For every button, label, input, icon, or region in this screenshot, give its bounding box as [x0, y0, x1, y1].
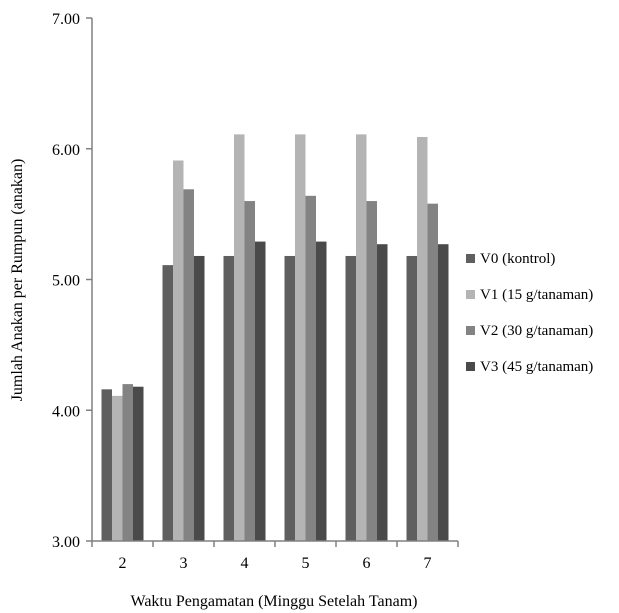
- bar: [244, 201, 255, 542]
- bar: [194, 255, 205, 541]
- bar: [101, 389, 112, 541]
- bar: [366, 201, 377, 542]
- bar: [112, 395, 123, 541]
- bar: [284, 255, 295, 541]
- x-tick-label: 7: [424, 555, 432, 572]
- bar: [223, 255, 234, 541]
- legend-label: V1 (15 g/tanaman): [480, 287, 593, 303]
- y-axis-title: Jumlah Anakan per Rumpun (anakan): [9, 159, 26, 402]
- bar: [356, 134, 367, 541]
- y-tick-label: 5.00: [52, 273, 80, 290]
- bar: [438, 244, 449, 541]
- bar: [133, 386, 144, 541]
- bar: [377, 244, 388, 541]
- bar: [122, 384, 133, 541]
- x-tick-label: 4: [241, 555, 249, 572]
- y-tick-label: 7.00: [52, 11, 80, 28]
- legend-swatch: [466, 362, 475, 371]
- bar: [162, 265, 173, 541]
- legend: V0 (kontrol) V1 (15 g/tanaman) V2 (30 g/ta…: [466, 251, 593, 375]
- bar: [316, 241, 327, 541]
- bars-group: [101, 134, 449, 542]
- y-tick-label: 4.00: [52, 403, 80, 420]
- x-tick-label: 5: [302, 555, 310, 572]
- x-tick-label: 2: [119, 555, 127, 572]
- bar: [183, 189, 194, 541]
- bar: [417, 136, 428, 542]
- x-tick-label: 6: [363, 555, 371, 572]
- axes-group: [91, 18, 458, 542]
- x-tick-label: 3: [180, 555, 188, 572]
- bar: [173, 160, 184, 541]
- bar: [305, 195, 316, 541]
- bar: [427, 203, 438, 542]
- legend-swatch: [466, 254, 475, 263]
- bar: [406, 255, 417, 541]
- x-axis-title: Waktu Pengamatan (Minggu Setelah Tanam): [131, 593, 418, 610]
- y-ticks-group: 3.00 4.00 5.00 6.00 7.00: [52, 11, 92, 551]
- bar: [295, 134, 306, 541]
- x-ticks-group: 2 3 4 5 6 7: [91, 541, 459, 572]
- legend-label: V2 (30 g/tanaman): [480, 323, 593, 339]
- legend-label: V0 (kontrol): [480, 251, 555, 267]
- y-tick-label: 6.00: [52, 142, 80, 159]
- legend-swatch: [466, 290, 475, 299]
- bar: [255, 241, 266, 541]
- bar: [234, 134, 245, 541]
- legend-label: V3 (45 g/tanaman): [480, 359, 593, 375]
- y-tick-label: 3.00: [52, 534, 80, 551]
- bar: [345, 255, 356, 541]
- legend-swatch: [466, 326, 475, 335]
